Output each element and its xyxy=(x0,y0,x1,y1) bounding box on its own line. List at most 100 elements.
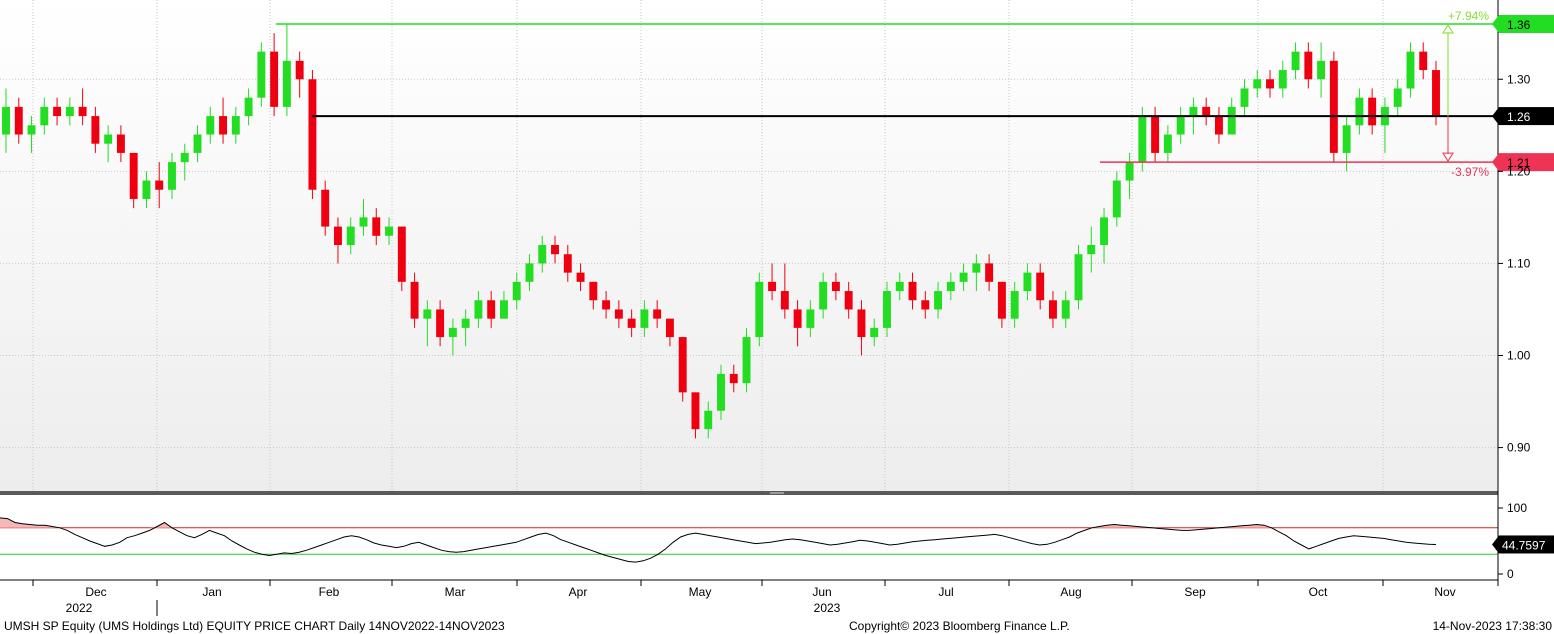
candle-body xyxy=(487,300,496,319)
candle xyxy=(627,309,636,338)
candle xyxy=(1202,97,1211,126)
candle xyxy=(1023,263,1032,301)
price-tick-label: 1.00 xyxy=(1507,349,1531,363)
price-tick-label: 1.10 xyxy=(1507,256,1531,270)
candle xyxy=(538,235,547,273)
indicator-tick-label: 100 xyxy=(1507,501,1527,515)
candle xyxy=(231,106,240,144)
candle-body xyxy=(219,116,228,135)
candle xyxy=(602,291,611,319)
candle-body xyxy=(691,392,700,430)
candle-body xyxy=(1163,134,1172,153)
candle-body xyxy=(1406,51,1415,89)
candle-body xyxy=(742,337,751,384)
candle xyxy=(436,300,445,347)
level-value-label-bg xyxy=(1499,15,1554,33)
candle xyxy=(1061,291,1070,328)
panel-divider-grip[interactable] xyxy=(770,492,784,494)
candle-body xyxy=(1393,88,1402,107)
candle-body xyxy=(14,106,23,135)
candle-body xyxy=(180,152,189,163)
candle-body xyxy=(436,309,445,338)
level-value-label: 1.21 xyxy=(1507,156,1531,170)
month-label: Sep xyxy=(1184,585,1206,599)
candle-body xyxy=(576,272,585,282)
candle-body xyxy=(27,125,36,135)
candle-body xyxy=(423,309,432,319)
candle xyxy=(691,392,700,439)
candle xyxy=(1214,106,1223,144)
candle xyxy=(1406,42,1415,98)
candle xyxy=(1304,42,1313,89)
candle xyxy=(40,97,49,135)
month-label: May xyxy=(689,585,712,599)
candle xyxy=(1253,70,1262,98)
price-tick-label: 1.20 xyxy=(1507,164,1531,178)
candle-body xyxy=(448,327,457,338)
candle xyxy=(142,171,151,209)
candle xyxy=(921,291,930,319)
candle-body xyxy=(372,217,381,236)
month-label: Jun xyxy=(812,585,831,599)
candle-body xyxy=(321,189,330,227)
candle-body xyxy=(334,226,342,245)
candle-body xyxy=(346,226,355,245)
candle xyxy=(972,254,981,292)
candle-body xyxy=(1202,106,1211,117)
candle-body xyxy=(985,263,994,282)
candle-body xyxy=(1419,51,1428,71)
price-tick-label: 1.30 xyxy=(1507,72,1531,86)
candle xyxy=(908,272,917,310)
candle-body xyxy=(768,281,777,292)
candle-body xyxy=(946,281,955,292)
candle xyxy=(717,364,725,420)
candle xyxy=(410,272,419,328)
candle-body xyxy=(129,152,138,199)
candle xyxy=(512,272,521,310)
candle-body xyxy=(908,281,917,301)
candle-body xyxy=(525,263,534,282)
candle xyxy=(2,88,10,153)
level-value-label-pointer xyxy=(1492,153,1499,172)
candle-body xyxy=(397,226,406,282)
downside-arrow-head xyxy=(1442,152,1454,163)
candle-body xyxy=(1189,106,1198,117)
candle xyxy=(959,263,968,292)
candle-body xyxy=(359,217,368,227)
candle-body xyxy=(53,106,62,117)
candle xyxy=(385,217,393,245)
level-value-label-pointer xyxy=(1492,15,1499,33)
candle-body xyxy=(231,116,240,135)
candle-body xyxy=(806,309,815,328)
candle-body xyxy=(819,281,828,310)
candle-body xyxy=(921,300,930,310)
candle-body xyxy=(589,281,598,301)
candle xyxy=(53,97,62,126)
candle xyxy=(1100,208,1108,264)
candle xyxy=(321,180,330,236)
candle xyxy=(1138,106,1147,172)
candle xyxy=(793,300,802,347)
candle-body xyxy=(1368,97,1377,126)
candle-body xyxy=(780,291,789,310)
candle xyxy=(665,318,674,347)
month-label: Oct xyxy=(1309,585,1328,599)
candle xyxy=(27,116,36,153)
candle xyxy=(704,401,713,439)
month-label: Apr xyxy=(569,585,588,599)
candle-body xyxy=(410,281,419,319)
candle-body xyxy=(1074,254,1083,301)
candle-body xyxy=(678,337,687,393)
candle-body xyxy=(1112,180,1121,218)
candle xyxy=(844,281,853,319)
panel-divider[interactable] xyxy=(0,491,1498,495)
candle-body xyxy=(499,300,508,319)
candle xyxy=(295,51,304,98)
candle xyxy=(563,245,572,282)
candle-body xyxy=(959,272,968,282)
candle-body xyxy=(717,373,725,411)
candle xyxy=(193,125,202,163)
candle-body xyxy=(1087,245,1096,255)
candle xyxy=(1291,42,1300,80)
